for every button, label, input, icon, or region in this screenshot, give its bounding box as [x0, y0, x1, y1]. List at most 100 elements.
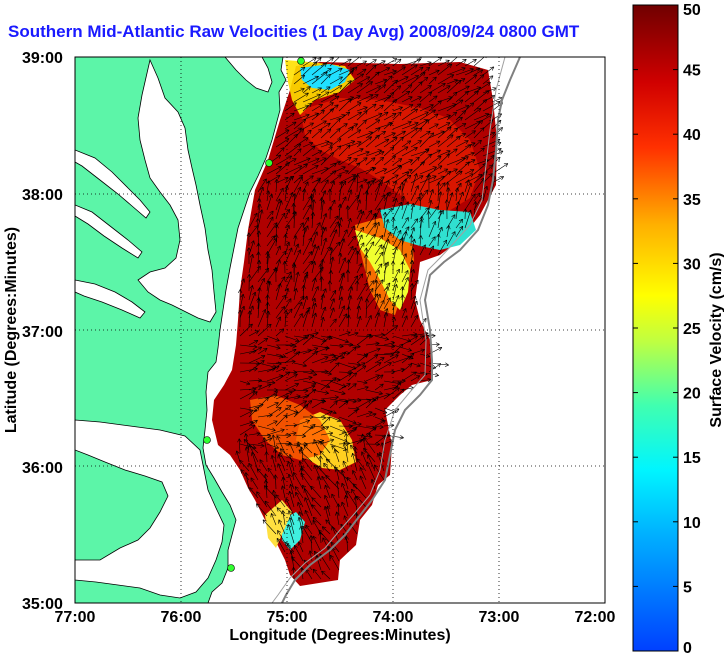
velocity-vector-head	[395, 387, 400, 389]
velocity-vector	[263, 437, 268, 454]
velocity-vector-head	[261, 277, 265, 281]
velocity-vector	[446, 79, 458, 85]
velocity-vector-head	[356, 458, 361, 461]
colorbar-tick-label: 10	[683, 515, 701, 532]
velocity-field-orange-south	[250, 395, 330, 460]
velocity-vector-head	[435, 342, 440, 345]
velocity-vector-head	[307, 129, 312, 132]
velocity-vector-head	[396, 284, 398, 289]
velocity-vector-head	[325, 306, 327, 311]
velocity-vector-head	[256, 503, 261, 506]
velocity-vector-head	[399, 58, 402, 64]
velocity-vector-head	[322, 258, 325, 263]
velocity-vector-head	[252, 447, 257, 450]
velocity-vector-head	[357, 250, 360, 255]
velocity-vector-head	[354, 275, 358, 278]
velocity-vector-head	[473, 201, 476, 205]
velocity-vector-head	[367, 315, 372, 319]
velocity-vector	[297, 502, 304, 517]
velocity-vector	[464, 193, 476, 211]
velocity-vector-head	[240, 293, 244, 298]
velocity-vector-head	[280, 428, 285, 430]
velocity-vector-head	[246, 247, 250, 252]
velocity-vector	[298, 449, 313, 463]
velocity-vector-head	[287, 395, 289, 400]
velocity-vector	[374, 269, 380, 283]
velocity-vector	[349, 523, 358, 535]
velocity-vector-head	[349, 126, 354, 128]
velocity-vector-head	[345, 123, 348, 128]
velocity-vector-head	[421, 72, 426, 74]
velocity-vector-head	[382, 412, 387, 414]
velocity-vector-head	[274, 178, 278, 183]
velocity-vector-head	[319, 450, 325, 453]
velocity-vector	[419, 353, 430, 357]
velocity-vector-head	[433, 175, 437, 180]
velocity-vector	[329, 389, 346, 395]
velocity-vector-head	[300, 295, 305, 298]
velocity-vector-head	[276, 366, 280, 370]
velocity-vector-head	[447, 181, 450, 186]
velocity-vector	[248, 433, 261, 436]
velocity-vector	[329, 166, 346, 175]
velocity-vector	[245, 433, 250, 454]
velocity-vector	[302, 347, 318, 355]
velocity-vector	[239, 421, 254, 427]
velocity-vector	[365, 119, 381, 130]
velocity-vector-head	[364, 60, 367, 65]
velocity-vector-head	[381, 263, 383, 268]
velocity-vector-head	[392, 132, 396, 137]
velocity-vector-head	[298, 174, 303, 177]
velocity-vector-head	[256, 468, 259, 473]
velocity-vector	[257, 394, 278, 400]
velocity-vector-head	[350, 295, 353, 300]
velocity-vector-head	[298, 313, 303, 316]
velocity-vector-head	[438, 226, 443, 230]
velocity-vector	[302, 457, 313, 472]
velocity-vector-head	[304, 271, 308, 275]
velocity-vector-head	[249, 487, 254, 490]
velocity-vector-head	[447, 115, 451, 119]
velocity-vector-head	[322, 226, 327, 230]
velocity-vector	[266, 294, 268, 310]
velocity-vector-head	[391, 316, 395, 321]
velocity-vector-head	[388, 75, 393, 78]
velocity-vector-head	[294, 102, 297, 107]
velocity-vector	[401, 159, 413, 166]
velocity-vector-head	[281, 510, 284, 515]
velocity-vector-head	[249, 310, 252, 315]
velocity-vector-head	[480, 127, 485, 130]
velocity-vector-head	[302, 525, 306, 529]
velocity-vector	[401, 353, 414, 359]
velocity-vector	[338, 362, 357, 370]
velocity-vector-head	[356, 346, 361, 349]
velocity-vector-head	[239, 459, 244, 462]
velocity-vector-head	[306, 295, 309, 300]
velocity-vector-head	[313, 424, 316, 429]
velocity-vector-head	[437, 155, 442, 157]
velocity-vector-head	[374, 396, 379, 398]
velocity-vector-head	[331, 355, 336, 358]
velocity-vector-head	[298, 301, 303, 305]
velocity-vector	[392, 335, 411, 342]
velocity-vector-head	[392, 69, 397, 72]
velocity-vector-head	[378, 85, 382, 90]
velocity-vector-head	[421, 216, 424, 220]
velocity-vector-head	[366, 461, 371, 465]
velocity-vector-head	[350, 444, 355, 447]
velocity-vector	[482, 148, 502, 157]
velocity-vector-head	[482, 99, 487, 101]
velocity-vector-head	[389, 92, 394, 94]
velocity-vector	[347, 383, 357, 391]
velocity-vector	[365, 222, 377, 238]
velocity-vector	[482, 101, 501, 112]
velocity-vector-head	[374, 65, 377, 69]
velocity-vector-head	[283, 414, 288, 417]
velocity-vector-head	[310, 212, 314, 216]
velocity-vector-head	[441, 227, 443, 232]
velocity-vector	[320, 93, 338, 103]
velocity-vector-head	[243, 439, 248, 441]
velocity-vector-head	[267, 433, 272, 437]
velocity-vector-head	[433, 109, 436, 114]
